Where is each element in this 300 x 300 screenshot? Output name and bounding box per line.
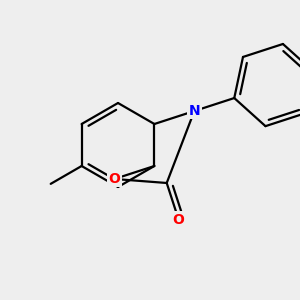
Text: O: O [173, 213, 184, 227]
Text: O: O [109, 172, 120, 186]
Text: N: N [188, 104, 200, 118]
